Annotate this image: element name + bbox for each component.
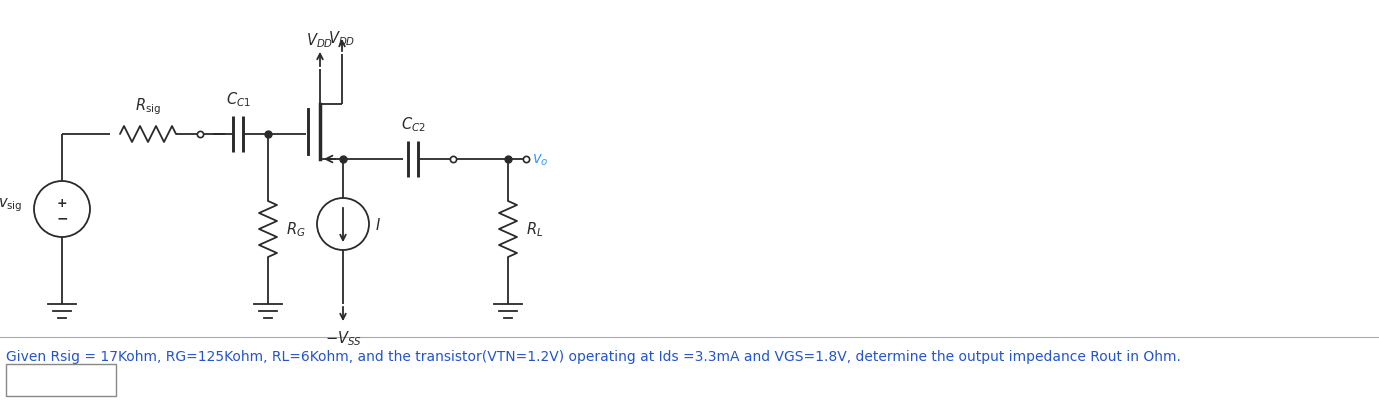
- Bar: [6, 364, 116, 396]
- Text: $v_\mathrm{sig}$: $v_\mathrm{sig}$: [0, 196, 22, 213]
- Text: $R_\mathrm{sig}$: $R_\mathrm{sig}$: [135, 96, 161, 117]
- Text: $I$: $I$: [375, 216, 381, 232]
- Text: $V_{DD}$: $V_{DD}$: [328, 29, 356, 48]
- Text: −: −: [57, 211, 68, 224]
- Text: $C_{C1}$: $C_{C1}$: [226, 90, 251, 109]
- Text: +: +: [57, 197, 68, 210]
- Text: $V_{DD}$: $V_{DD}$: [306, 31, 334, 50]
- Text: $R_L$: $R_L$: [525, 220, 543, 239]
- Text: $-V_{SS}$: $-V_{SS}$: [324, 328, 361, 347]
- Text: $v_o$: $v_o$: [532, 152, 549, 167]
- Text: $C_{C2}$: $C_{C2}$: [401, 115, 425, 134]
- Text: $R_G$: $R_G$: [285, 220, 306, 239]
- Text: Given Rsig = 17Kohm, RG=125Kohm, RL=6Kohm, and the transistor(VTN=1.2V) operatin: Given Rsig = 17Kohm, RG=125Kohm, RL=6Koh…: [6, 349, 1180, 363]
